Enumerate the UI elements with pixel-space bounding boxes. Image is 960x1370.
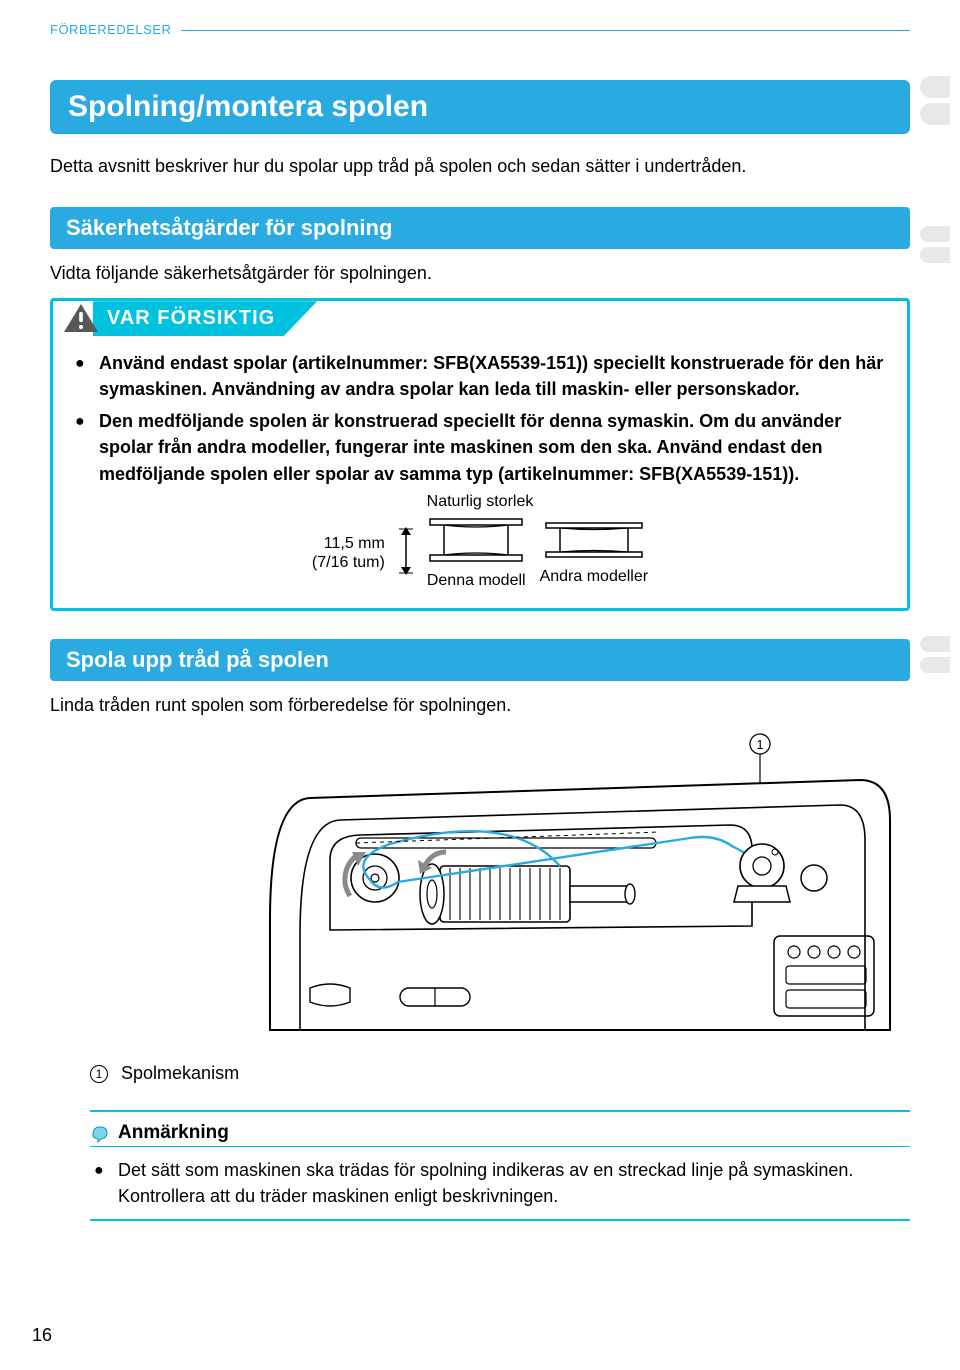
note-list: Det sätt som maskinen ska trädas för spo…	[90, 1157, 910, 1209]
note-title: Anmärkning	[118, 1122, 229, 1144]
note-bullet: Det sätt som maskinen ska trädas för spo…	[94, 1157, 910, 1209]
this-model-bobbin: Denna modell	[427, 517, 526, 590]
caution-bullet-1: Använd endast spolar (artikelnummer: SFB…	[75, 350, 889, 402]
bobbin-icon	[428, 517, 524, 568]
side-tabs-safety	[920, 226, 950, 263]
bobbin-icon	[544, 521, 644, 564]
note-header: Anmärkning	[90, 1122, 910, 1147]
size-inch: (7/16 tum)	[312, 553, 385, 572]
wind-heading-text: Spola upp tråd på spolen	[66, 647, 329, 672]
size-label: 11,5 mm (7/16 tum)	[312, 534, 385, 572]
section-label: FÖRBEREDELSER	[50, 22, 181, 37]
main-heading: Spolning/montera spolen	[50, 80, 910, 134]
other-models-bobbin: Andra modeller	[540, 521, 649, 586]
safety-sub-text: Vidta följande säkerhetsåtgärder för spo…	[50, 263, 910, 284]
tab-shape	[920, 103, 950, 125]
svg-text:1: 1	[756, 737, 763, 752]
caution-header: VAR FÖRSIKTIG	[53, 301, 889, 336]
safety-heading: Säkerhetsåtgärder för spolning	[50, 207, 910, 249]
wind-heading: Spola upp tråd på spolen	[50, 639, 910, 681]
side-tabs-main	[920, 76, 950, 125]
note-icon	[90, 1123, 110, 1143]
size-mm: 11,5 mm	[312, 534, 385, 553]
caution-box: VAR FÖRSIKTIG Använd endast spolar (arti…	[50, 298, 910, 610]
safety-heading-text: Säkerhetsåtgärder för spolning	[66, 215, 392, 240]
other-models-caption: Andra modeller	[540, 568, 649, 586]
page-number: 16	[32, 1325, 52, 1346]
tab-shape	[920, 76, 950, 98]
caution-bullets: Använd endast spolar (artikelnummer: SFB…	[71, 350, 889, 486]
machine-threading-diagram: 1	[50, 730, 910, 1045]
intro-text: Detta avsnitt beskriver hur du spolar up…	[50, 154, 910, 179]
section-header: FÖRBEREDELSER	[50, 30, 910, 50]
warning-icon	[63, 303, 99, 333]
tab-shape	[920, 657, 950, 673]
side-tabs-wind	[920, 636, 950, 673]
callout-1: 1 Spolmekanism	[90, 1063, 910, 1084]
callout-number: 1	[90, 1065, 108, 1083]
bobbin-comparison-diagram: 11,5 mm (7/16 tum)	[71, 517, 889, 590]
main-heading-text: Spolning/montera spolen	[68, 90, 428, 123]
tab-shape	[920, 226, 950, 242]
note-section: Anmärkning Det sätt som maskinen ska trä…	[90, 1110, 910, 1221]
wind-sub-text: Linda tråden runt spolen som förberedels…	[50, 695, 910, 716]
tab-shape	[920, 636, 950, 652]
caution-bullet-2: Den medföljande spolen är konstruerad sp…	[75, 408, 889, 486]
this-model-caption: Denna modell	[427, 572, 526, 590]
dimension-arrow-icon	[399, 527, 413, 580]
tab-shape	[920, 247, 950, 263]
natural-size-label: Naturlig storlek	[71, 493, 889, 511]
caution-label: VAR FÖRSIKTIG	[93, 301, 317, 336]
callout-label: Spolmekanism	[121, 1063, 239, 1083]
